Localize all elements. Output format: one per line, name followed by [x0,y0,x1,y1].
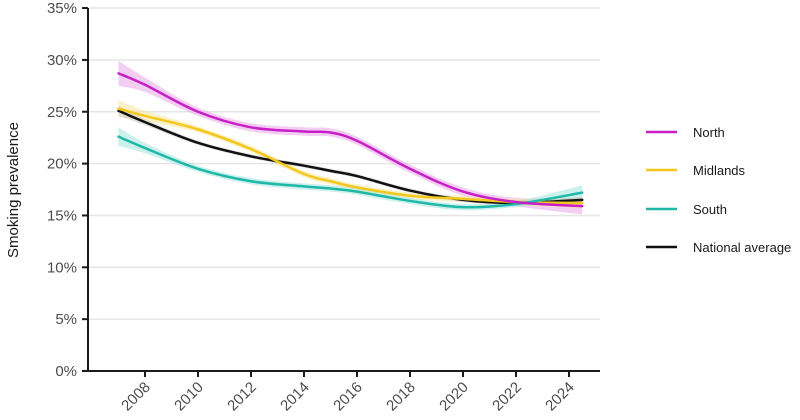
series-line-midlands [117,107,584,205]
legend-item-south: South [646,202,727,217]
legend-item-north: North [646,125,725,140]
x-tick-label: 2014 [277,379,313,415]
legend-item-national-average: National average [646,240,791,255]
y-axis-label: Smoking prevalence [5,122,22,258]
x-tick-label: 2022 [489,379,525,415]
x-tick-label: 2012 [224,379,260,415]
y-tick-label: 10% [47,259,77,276]
y-axis-ticks: 0% 5% 10% 15% 20% 25% 30% 35% [47,0,88,380]
gridlines [89,7,600,320]
legend-label: Midlands [693,163,746,178]
x-tick-label: 2020 [436,379,472,415]
y-tick-label: 25% [47,104,77,121]
x-axis-ticks: 2008 2010 2012 2014 2016 2018 2020 2022 2024 [118,371,578,414]
series-line-north [117,72,584,208]
axes [87,8,600,372]
series-line-national-average [117,109,584,205]
y-tick-label: 0% [55,363,77,380]
y-tick-label: 5% [55,311,77,328]
series-lines [117,72,584,209]
legend-label: National average [693,240,791,255]
y-tick-label: 15% [47,207,77,224]
x-tick-label: 2018 [383,379,419,415]
y-tick-label: 35% [47,0,77,17]
legend-label: North [693,125,725,140]
legend-item-midlands: Midlands [646,163,746,178]
series-line-south [117,135,584,209]
y-tick-label: 20% [47,156,77,173]
x-tick-label: 2008 [118,379,154,415]
legend-label: South [693,202,727,217]
x-tick-label: 2010 [171,379,207,415]
x-tick-label: 2024 [542,379,578,415]
legend: North Midlands South National average [646,125,791,255]
y-tick-label: 30% [47,52,77,69]
x-tick-label: 2016 [330,379,366,415]
